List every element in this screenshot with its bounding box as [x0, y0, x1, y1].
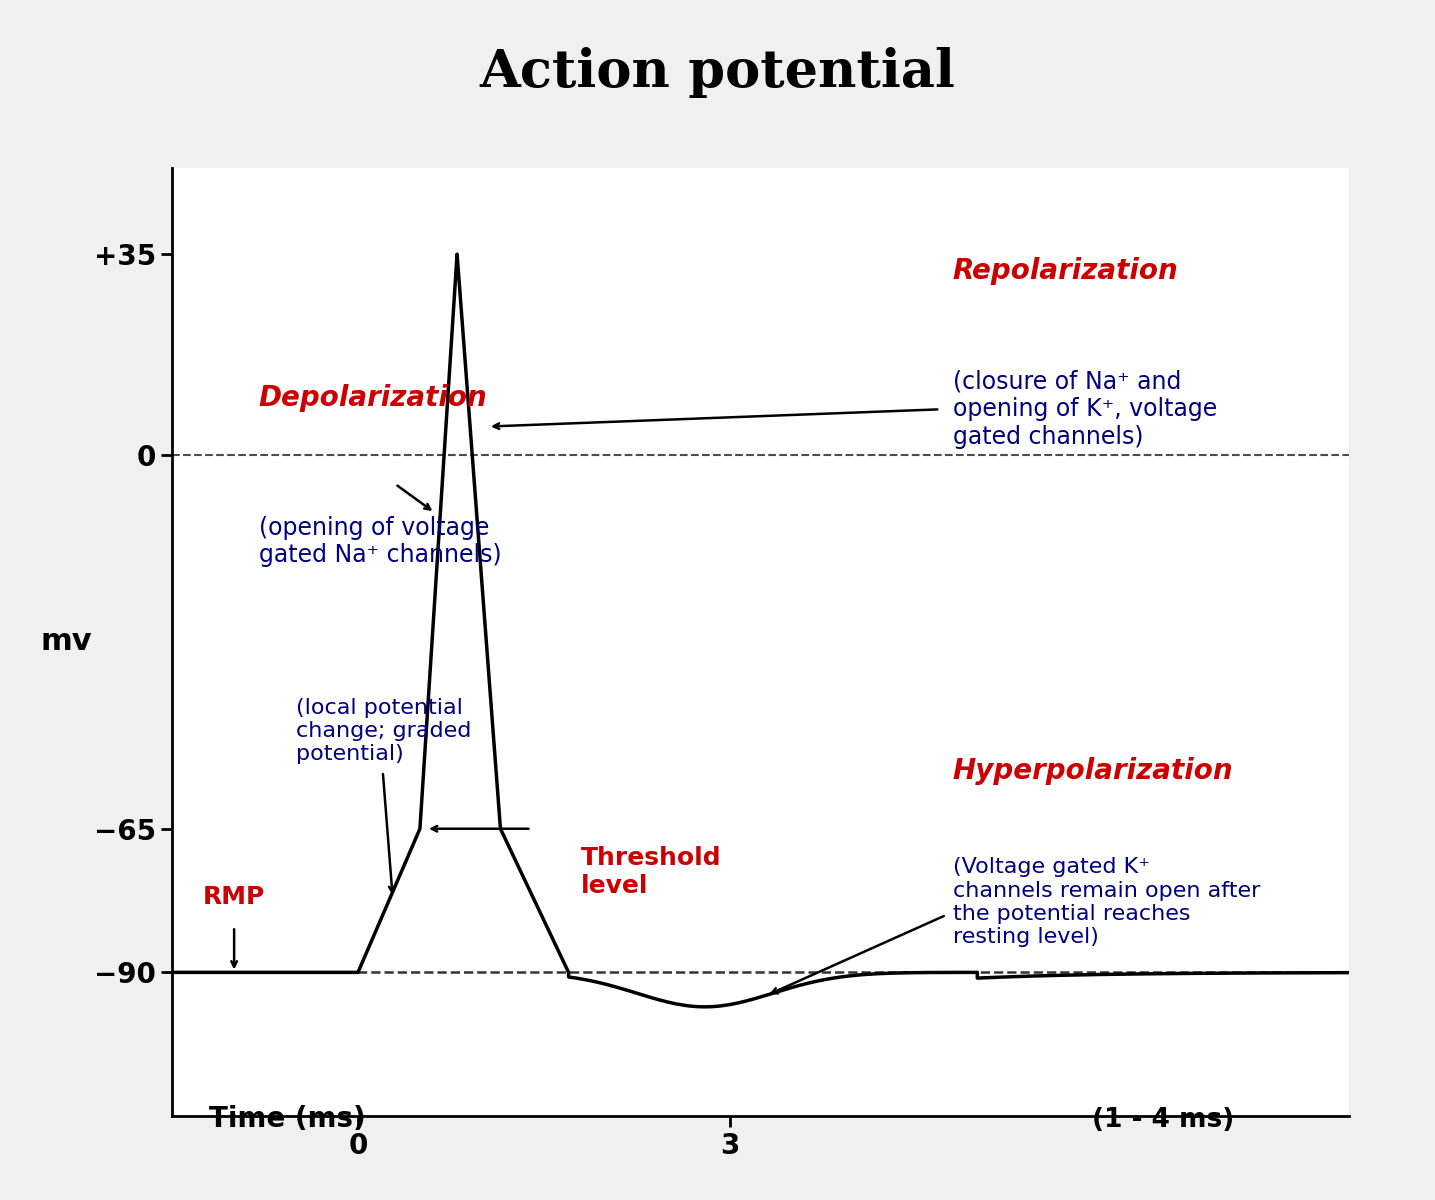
Text: Time (ms): Time (ms) [210, 1105, 366, 1133]
Text: Hyperpolarization: Hyperpolarization [953, 757, 1233, 785]
Text: (opening of voltage
gated Na⁺ channels): (opening of voltage gated Na⁺ channels) [258, 516, 501, 568]
Text: Depolarization: Depolarization [258, 384, 488, 412]
Text: (1 - 4 ms): (1 - 4 ms) [1092, 1108, 1234, 1133]
Text: Repolarization: Repolarization [953, 258, 1178, 286]
Text: (closure of Na⁺ and
opening of K⁺, voltage
gated channels): (closure of Na⁺ and opening of K⁺, volta… [953, 370, 1217, 449]
Y-axis label: mv: mv [40, 628, 92, 656]
Text: (Voltage gated K⁺
channels remain open after
the potential reaches
resting level: (Voltage gated K⁺ channels remain open a… [953, 858, 1260, 947]
Text: Action potential: Action potential [479, 47, 956, 97]
Text: Threshold
level: Threshold level [581, 846, 722, 898]
Text: RMP: RMP [202, 886, 265, 910]
Text: (local potential
change; graded
potential): (local potential change; graded potentia… [296, 698, 472, 764]
